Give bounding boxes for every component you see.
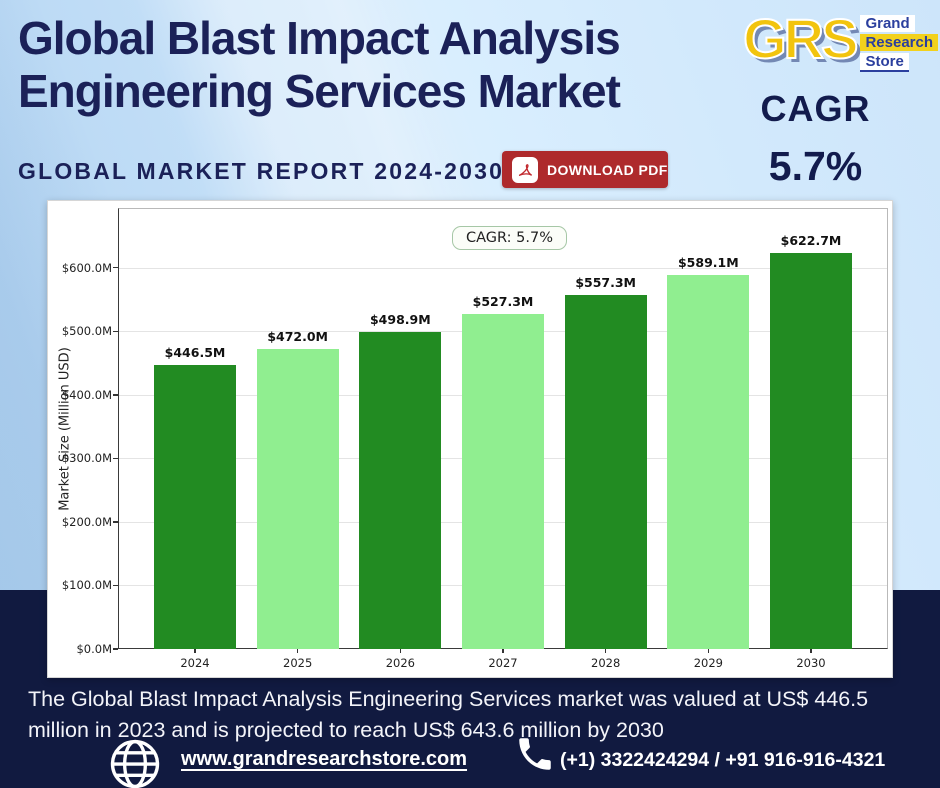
download-pdf-label: DOWNLOAD PDF xyxy=(547,161,668,178)
x-tick-label: 2028 xyxy=(591,656,621,670)
chart-cagr-annotation: CAGR: 5.7% xyxy=(452,226,567,250)
bar-value-label: $472.0M xyxy=(267,329,328,345)
bar-value-label: $589.1M xyxy=(677,254,739,270)
market-summary-text: The Global Blast Impact Analysis Enginee… xyxy=(28,687,869,742)
y-tick-mark xyxy=(113,266,118,269)
pdf-icon xyxy=(512,156,538,183)
x-tick-mark xyxy=(810,649,812,653)
website-link[interactable]: www.grandresearchstore.com xyxy=(181,748,468,770)
logo-monogram: GRS xyxy=(742,7,859,71)
x-tick-label: 2027 xyxy=(488,656,518,670)
y-tick-label: $100.0M xyxy=(61,578,112,593)
bar-value-label: $446.5M xyxy=(164,345,226,361)
page-title-line2: Engineering Services Market xyxy=(18,65,621,117)
bar xyxy=(564,294,647,649)
logo-wordmark: Grand Research Store xyxy=(860,15,938,72)
bar-value-label: $622.7M xyxy=(780,233,842,249)
logo-word-store: Store xyxy=(860,53,909,72)
logo-word-grand: Grand xyxy=(860,15,915,32)
y-axis-label: Market Size (Million USD) xyxy=(57,347,73,511)
x-tick-mark xyxy=(296,649,299,653)
y-tick-label: $500.0M xyxy=(61,324,112,339)
page-title: Global Blast Impact Analysis Engineering… xyxy=(18,12,621,118)
bar-value-label: $498.9M xyxy=(369,311,431,327)
y-tick-mark xyxy=(113,648,118,650)
globe-icon xyxy=(108,737,162,788)
y-tick-label: $600.0M xyxy=(61,260,112,275)
report-subtitle: GLOBAL MARKET REPORT 2024-2030 xyxy=(18,158,505,184)
cagr-block: CAGR 5.7% xyxy=(738,88,893,190)
x-tick-mark xyxy=(194,649,196,653)
bar xyxy=(769,253,853,649)
bar xyxy=(153,365,237,649)
bar xyxy=(461,313,545,649)
bar xyxy=(256,349,339,649)
x-tick-label: 2030 xyxy=(796,656,826,670)
bar-value-label: $557.3M xyxy=(575,274,636,290)
chart-panel: Market Size (Million USD) $0.0M $100.0M $2… xyxy=(47,200,893,678)
y-tick-mark xyxy=(113,584,118,587)
x-tick-mark xyxy=(502,649,504,653)
page-title-line1: Global Blast Impact Analysis xyxy=(18,12,621,64)
x-tick-mark xyxy=(604,649,607,653)
logo-word-research: Research xyxy=(860,34,938,51)
y-tick-label: $400.0M xyxy=(61,387,112,402)
phone-numbers: (+1) 3322424294 / +91 916-916-4321 xyxy=(560,749,886,771)
y-tick-mark xyxy=(113,457,118,460)
cagr-value: 5.7% xyxy=(768,143,863,189)
phone-icon xyxy=(514,733,556,780)
download-pdf-button[interactable]: DOWNLOAD PDF xyxy=(502,151,668,188)
x-tick-label: 2029 xyxy=(693,656,723,670)
bar-value-label: $527.3M xyxy=(472,293,534,309)
y-tick-mark xyxy=(113,521,118,523)
y-tick-mark xyxy=(113,394,118,396)
y-tick-label: $300.0M xyxy=(61,451,112,466)
x-tick-mark xyxy=(399,649,402,653)
y-tick-mark xyxy=(113,330,118,333)
x-tick-label: 2025 xyxy=(283,656,313,670)
bar xyxy=(359,331,442,649)
y-tick-label: $0.0M xyxy=(76,642,112,656)
x-tick-label: 2024 xyxy=(180,656,210,670)
bar xyxy=(667,274,750,649)
cagr-title: CAGR xyxy=(760,88,871,129)
x-tick-mark xyxy=(707,649,710,653)
gridline xyxy=(119,267,887,269)
brand-logo: GRS Grand Research Store xyxy=(742,7,938,72)
x-tick-label: 2026 xyxy=(385,656,415,670)
y-tick-label: $200.0M xyxy=(61,514,112,529)
